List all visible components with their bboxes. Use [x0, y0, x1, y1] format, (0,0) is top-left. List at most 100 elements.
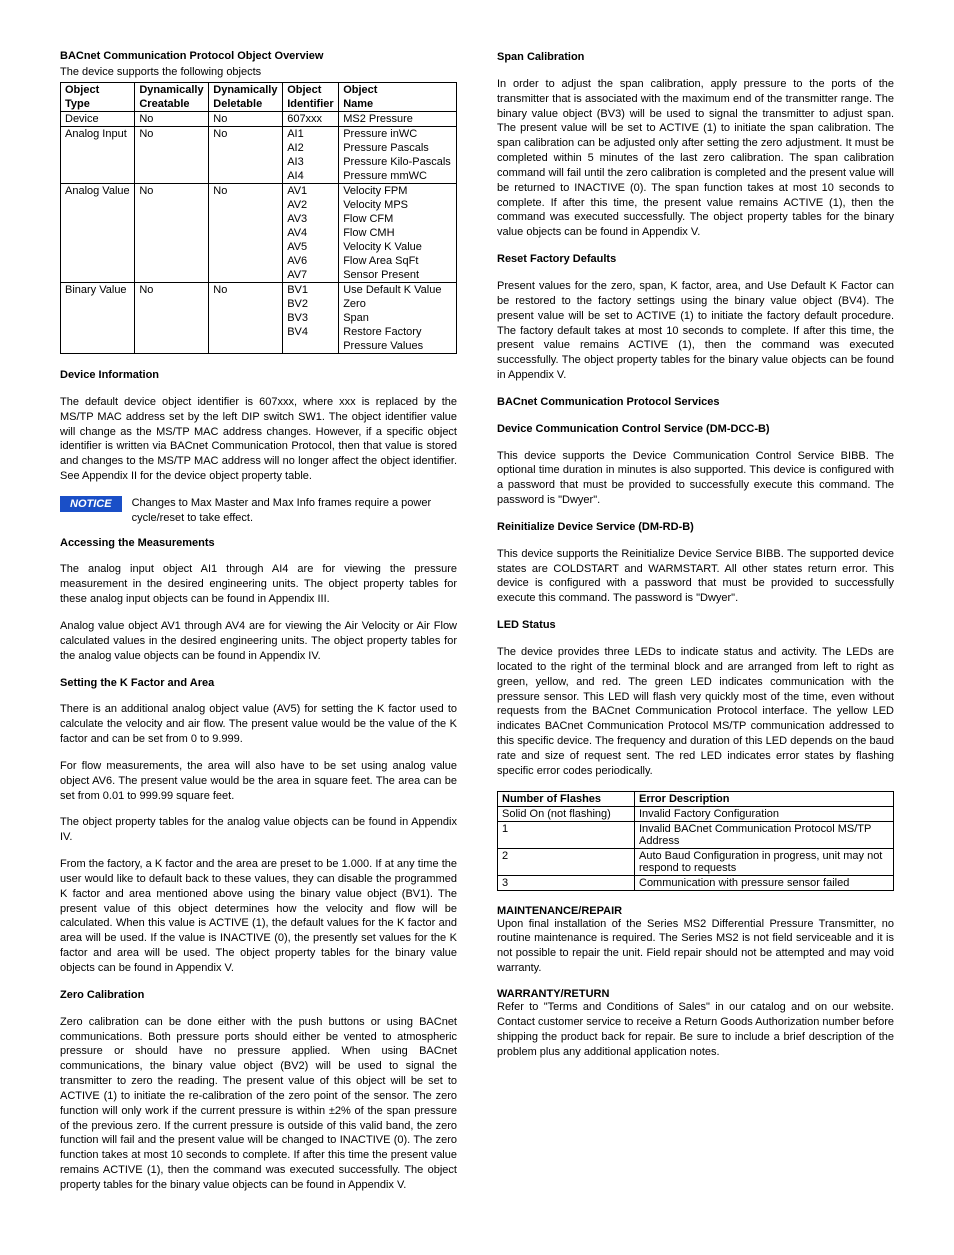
table-row: AI4Pressure mmWC — [61, 169, 457, 184]
warranty-heading: WARRANTY/RETURN — [497, 988, 609, 1000]
table-cell — [209, 297, 283, 311]
table-cell: Pressure inWC — [339, 127, 457, 142]
table-cell — [135, 226, 209, 240]
table-cell: Zero — [339, 297, 457, 311]
table-cell: Sensor Present — [339, 268, 457, 283]
table-cell: Communication with pressure sensor faile… — [635, 875, 894, 890]
left-column: BACnet Communication Protocol Object Ove… — [60, 50, 457, 1205]
table-cell — [209, 268, 283, 283]
table-cell: BV3 — [283, 311, 339, 325]
table-cell: No — [135, 127, 209, 142]
table-cell: Pressure mmWC — [339, 169, 457, 184]
services-heading: BACnet Communication Protocol Services — [497, 395, 894, 410]
table-cell: No — [135, 283, 209, 298]
table-cell: MS2 Pressure — [339, 112, 457, 127]
table-cell — [61, 240, 135, 254]
kfactor-p4: From the factory, a K factor and the are… — [60, 857, 457, 976]
table-row: AV5Velocity K Value — [61, 240, 457, 254]
table-cell: Analog Input — [61, 127, 135, 142]
table-cell: No — [209, 283, 283, 298]
table-cell: Velocity MPS — [339, 198, 457, 212]
zero-p: Zero calibration can be done either with… — [60, 1015, 457, 1193]
table-cell — [135, 155, 209, 169]
table-header: Dynamically — [135, 83, 209, 98]
table-row: AV4Flow CMH — [61, 226, 457, 240]
led-p: The device provides three LEDs to indica… — [497, 645, 894, 779]
table-row: AV3Flow CFM — [61, 212, 457, 226]
overview-title: BACnet Communication Protocol Object Ove… — [60, 50, 457, 62]
table-header: Number of Flashes — [498, 791, 635, 806]
reinit-heading: Reinitialize Device Service (DM-RD-B) — [497, 520, 894, 535]
table-cell — [61, 254, 135, 268]
page-columns: BACnet Communication Protocol Object Ove… — [60, 50, 894, 1205]
table-cell: Analog Value — [61, 184, 135, 199]
table-cell: BV4 — [283, 325, 339, 339]
led-table: Number of FlashesError DescriptionSolid … — [497, 791, 894, 891]
table-cell: No — [209, 112, 283, 127]
table-header: Error Description — [635, 791, 894, 806]
kfactor-p3: The object property tables for the analo… — [60, 815, 457, 845]
table-header: Deletable — [209, 97, 283, 112]
table-cell — [61, 268, 135, 283]
table-cell — [209, 198, 283, 212]
table-cell: AV4 — [283, 226, 339, 240]
access-p2: Analog value object AV1 through AV4 are … — [60, 619, 457, 664]
table-cell: No — [209, 127, 283, 142]
span-p: In order to adjust the span calibration,… — [497, 77, 894, 240]
table-cell — [61, 212, 135, 226]
table-row: 3Communication with pressure sensor fail… — [498, 875, 894, 890]
table-cell: AV3 — [283, 212, 339, 226]
table-cell: AI1 — [283, 127, 339, 142]
table-header: Object — [339, 83, 457, 98]
table-cell: AV7 — [283, 268, 339, 283]
table-cell — [135, 339, 209, 354]
table-cell — [61, 198, 135, 212]
notice-badge: NOTICE — [60, 496, 122, 512]
overview-sub: The device supports the following object… — [60, 66, 457, 78]
access-p1: The analog input object AI1 through AI4 … — [60, 562, 457, 607]
table-row: Analog InputNoNoAI1Pressure inWC — [61, 127, 457, 142]
table-row: AV2Velocity MPS — [61, 198, 457, 212]
table-cell — [135, 311, 209, 325]
table-cell — [209, 169, 283, 184]
notice-text: Changes to Max Master and Max Info frame… — [132, 496, 457, 526]
table-cell: Flow CFM — [339, 212, 457, 226]
table-cell: No — [135, 112, 209, 127]
table-cell — [209, 212, 283, 226]
table-cell — [61, 155, 135, 169]
table-cell — [209, 339, 283, 354]
reset-heading: Reset Factory Defaults — [497, 252, 894, 267]
table-cell: Invalid BACnet Communication Protocol MS… — [635, 821, 894, 848]
table-cell — [135, 240, 209, 254]
table-row: Binary ValueNoNoBV1Use Default K Value — [61, 283, 457, 298]
table-cell — [209, 226, 283, 240]
dccb-p: This device supports the Device Communic… — [497, 449, 894, 508]
table-cell — [61, 339, 135, 354]
zero-heading: Zero Calibration — [60, 988, 457, 1003]
table-header: Dynamically — [209, 83, 283, 98]
table-header: Object — [61, 83, 135, 98]
table-cell: 607xxx — [283, 112, 339, 127]
table-cell: 3 — [498, 875, 635, 890]
table-cell: Velocity K Value — [339, 240, 457, 254]
table-cell — [135, 198, 209, 212]
table-cell: Restore Factory — [339, 325, 457, 339]
table-cell — [209, 311, 283, 325]
table-cell: AV1 — [283, 184, 339, 199]
table-cell: BV1 — [283, 283, 339, 298]
table-cell: Invalid Factory Configuration — [635, 806, 894, 821]
table-cell — [135, 169, 209, 184]
table-cell: Span — [339, 311, 457, 325]
table-row: BV2Zero — [61, 297, 457, 311]
kfactor-p1: There is an additional analog object val… — [60, 702, 457, 747]
table-row: AI3Pressure Kilo-Pascals — [61, 155, 457, 169]
table-cell — [209, 155, 283, 169]
span-heading: Span Calibration — [497, 50, 894, 65]
table-cell — [135, 297, 209, 311]
table-cell — [135, 254, 209, 268]
table-cell: Auto Baud Configuration in progress, uni… — [635, 848, 894, 875]
table-cell: AV5 — [283, 240, 339, 254]
table-cell: AV2 — [283, 198, 339, 212]
table-cell — [135, 212, 209, 226]
table-cell — [135, 268, 209, 283]
